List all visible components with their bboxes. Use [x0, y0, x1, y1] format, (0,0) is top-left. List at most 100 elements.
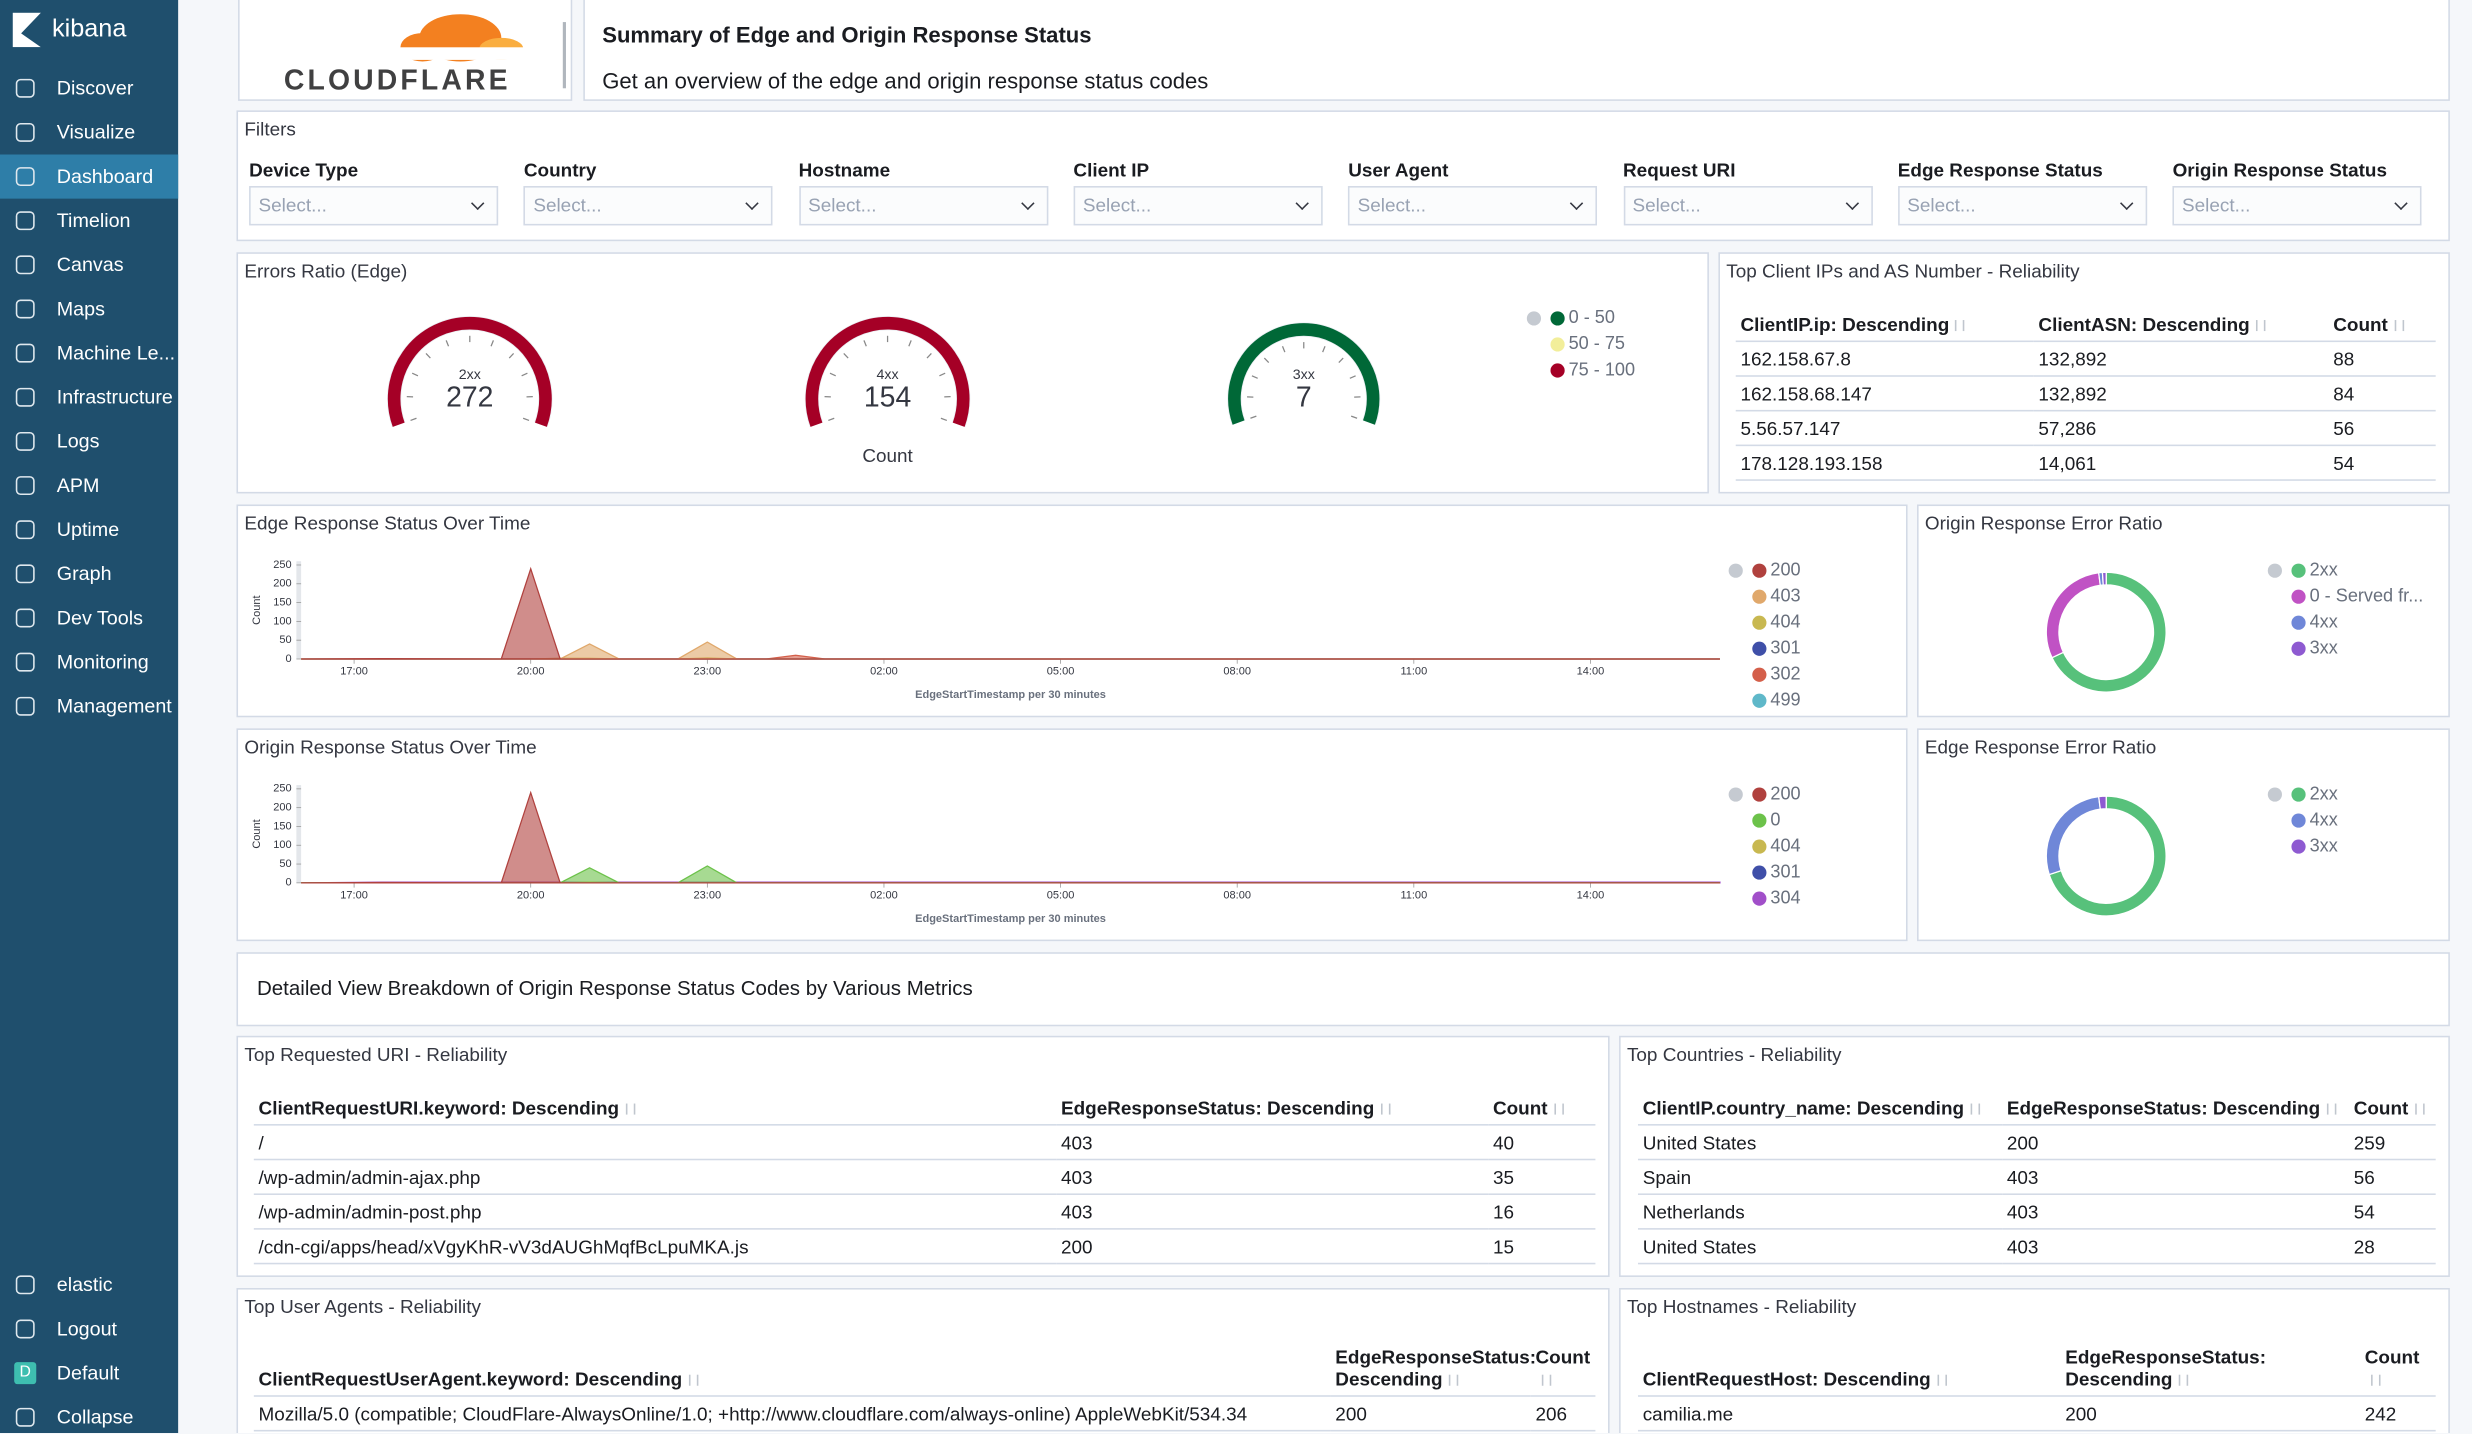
filter-select[interactable]: Select...: [1623, 186, 1873, 226]
table-body: camilia.me 200 242: [1637, 1395, 2436, 1432]
column-header[interactable]: Count: [2348, 1090, 2436, 1126]
column-header[interactable]: Count: [2360, 1336, 2436, 1397]
column-header[interactable]: ClientIP.ip: Descending: [1735, 307, 2034, 343]
column-header[interactable]: ClientRequestHost: Descending: [1637, 1336, 2061, 1397]
nav-label: APM: [56, 474, 100, 497]
nav-item[interactable]: Machine Le...: [0, 331, 178, 375]
filter-label: Client IP: [1073, 159, 1150, 182]
legend-label[interactable]: 301: [1770, 638, 1800, 658]
legend-label[interactable]: 50 - 75: [1569, 333, 1625, 353]
nav-item[interactable]: Uptime: [0, 508, 178, 552]
logo-panel: CLOUDFLARE: [238, 0, 573, 101]
nav-item[interactable]: APM: [0, 463, 178, 507]
legend-label[interactable]: 301: [1770, 861, 1800, 881]
cell: 403: [2002, 1159, 2349, 1195]
cell: 40: [1488, 1124, 1596, 1161]
column-header[interactable]: Count: [1488, 1090, 1596, 1126]
filter-select[interactable]: Select...: [2172, 186, 2422, 226]
nav-item[interactable]: Monitoring: [0, 640, 178, 684]
nav-item[interactable]: Dev Tools: [0, 596, 178, 640]
chart-panel: Edge Response Error Ratio 2xx 4xx 3xx: [1917, 728, 2450, 942]
column-label: ClientRequestUserAgent.keyword: Descendi…: [258, 1368, 683, 1391]
nav-icon: [15, 343, 35, 363]
nav-item[interactable]: D Default: [0, 1351, 178, 1395]
column-label: EdgeResponseStatus: Descending: [2065, 1346, 2266, 1391]
column-header[interactable]: Count: [2328, 307, 2436, 343]
legend-label[interactable]: 200: [1770, 783, 1800, 803]
legend-label[interactable]: 0 - 50: [1569, 307, 1615, 327]
legend-label[interactable]: 2xx: [2310, 559, 2338, 579]
nav-icon: [15, 564, 35, 584]
legend-label[interactable]: 4xx: [2310, 809, 2338, 829]
column-header[interactable]: ClientRequestURI.keyword: Descending: [253, 1090, 1057, 1126]
column-label: Count: [1535, 1346, 1591, 1369]
nav-item[interactable]: Infrastructure: [0, 375, 178, 419]
cell: 88: [2328, 341, 2436, 377]
nav-item[interactable]: Logout: [0, 1307, 178, 1351]
legend-label[interactable]: 302: [1770, 664, 1800, 684]
filter-select[interactable]: Select...: [1897, 186, 2147, 226]
legend-label[interactable]: 499: [1770, 690, 1800, 710]
nav-item[interactable]: Canvas: [0, 243, 178, 287]
x-tick-label: 08:00: [1223, 665, 1251, 677]
filter-select[interactable]: Select...: [798, 186, 1048, 226]
legend-toggle[interactable]: [1728, 563, 1743, 578]
column-header[interactable]: Count: [1530, 1336, 1596, 1397]
column-header[interactable]: ClientIP.country_name: Descending: [1637, 1090, 2003, 1126]
gauge-tick: [521, 372, 528, 377]
legend-toggle[interactable]: [2267, 787, 2282, 802]
nav-item[interactable]: Collapse: [0, 1395, 178, 1433]
legend-label[interactable]: 200: [1770, 559, 1800, 579]
gauge-tick: [522, 417, 530, 422]
legend-dot: [1752, 787, 1767, 802]
legend-label[interactable]: 304: [1770, 887, 1800, 907]
column-header[interactable]: EdgeResponseStatus: Descending: [2002, 1090, 2349, 1126]
nav-item[interactable]: elastic: [0, 1263, 178, 1307]
cell: 54: [2328, 445, 2436, 481]
nav-item[interactable]: Logs: [0, 419, 178, 463]
legend-label[interactable]: 0 - Served fr...: [2310, 585, 2424, 605]
legend-toggle[interactable]: [1526, 311, 1542, 326]
filter-select[interactable]: Select...: [523, 186, 773, 226]
gauge-tick: [829, 372, 836, 377]
nav-icon: [15, 211, 35, 231]
legend-toggle[interactable]: [2267, 563, 2282, 578]
nav-item[interactable]: Management: [0, 684, 178, 728]
nav-item[interactable]: Maps: [0, 287, 178, 331]
legend-label[interactable]: 4xx: [2310, 611, 2338, 631]
legend-dot: [1550, 311, 1565, 326]
legend-dot: [1752, 813, 1767, 828]
legend-label[interactable]: 3xx: [2310, 638, 2338, 658]
nav-item[interactable]: Timelion: [0, 199, 178, 243]
data-table: ClientRequestHost: Descending EdgeRespons…: [1637, 1336, 2436, 1432]
cell: Spain: [1637, 1159, 2003, 1195]
legend-label[interactable]: 0: [1770, 809, 1780, 829]
gauge-tick: [1281, 345, 1286, 353]
legend-label[interactable]: 404: [1770, 611, 1800, 631]
column-header[interactable]: EdgeResponseStatus: Descending: [1056, 1090, 1489, 1126]
filter-select[interactable]: Select...: [1348, 186, 1598, 226]
column-header[interactable]: EdgeResponseStatus: Descending: [1330, 1336, 1536, 1397]
y-axis-label: Count: [251, 819, 263, 848]
legend-label[interactable]: 403: [1770, 585, 1800, 605]
filter-select[interactable]: Select...: [1073, 186, 1323, 226]
nav-item[interactable]: Dashboard: [0, 154, 179, 199]
filter-select[interactable]: Select...: [249, 186, 499, 226]
x-tick-label: 23:00: [694, 889, 722, 901]
legend-label[interactable]: 3xx: [2310, 835, 2338, 855]
legend-label[interactable]: 404: [1770, 835, 1800, 855]
column-header[interactable]: EdgeResponseStatus: Descending: [2060, 1336, 2361, 1397]
nav-item[interactable]: Visualize: [0, 110, 178, 154]
cell: 132,892: [2033, 341, 2329, 377]
column-header[interactable]: ClientASN: Descending: [2033, 307, 2329, 343]
column-header[interactable]: ClientRequestUserAgent.keyword: Descendi…: [253, 1336, 1331, 1397]
nav-item[interactable]: Discover: [0, 66, 178, 110]
nav-item[interactable]: Graph: [0, 552, 178, 596]
legend-label[interactable]: 2xx: [2310, 783, 2338, 803]
legend-toggle[interactable]: [1728, 787, 1743, 802]
legend-label[interactable]: 75 - 100: [1569, 359, 1635, 379]
nav-icon: [15, 255, 35, 275]
table-row: /cdn-cgi/apps/head/xVgyKhR-vV3dAUGhMqfBc…: [253, 1228, 1596, 1265]
filter-label: Edge Response Status: [1897, 159, 2103, 182]
donut-slice: [2097, 795, 2107, 810]
